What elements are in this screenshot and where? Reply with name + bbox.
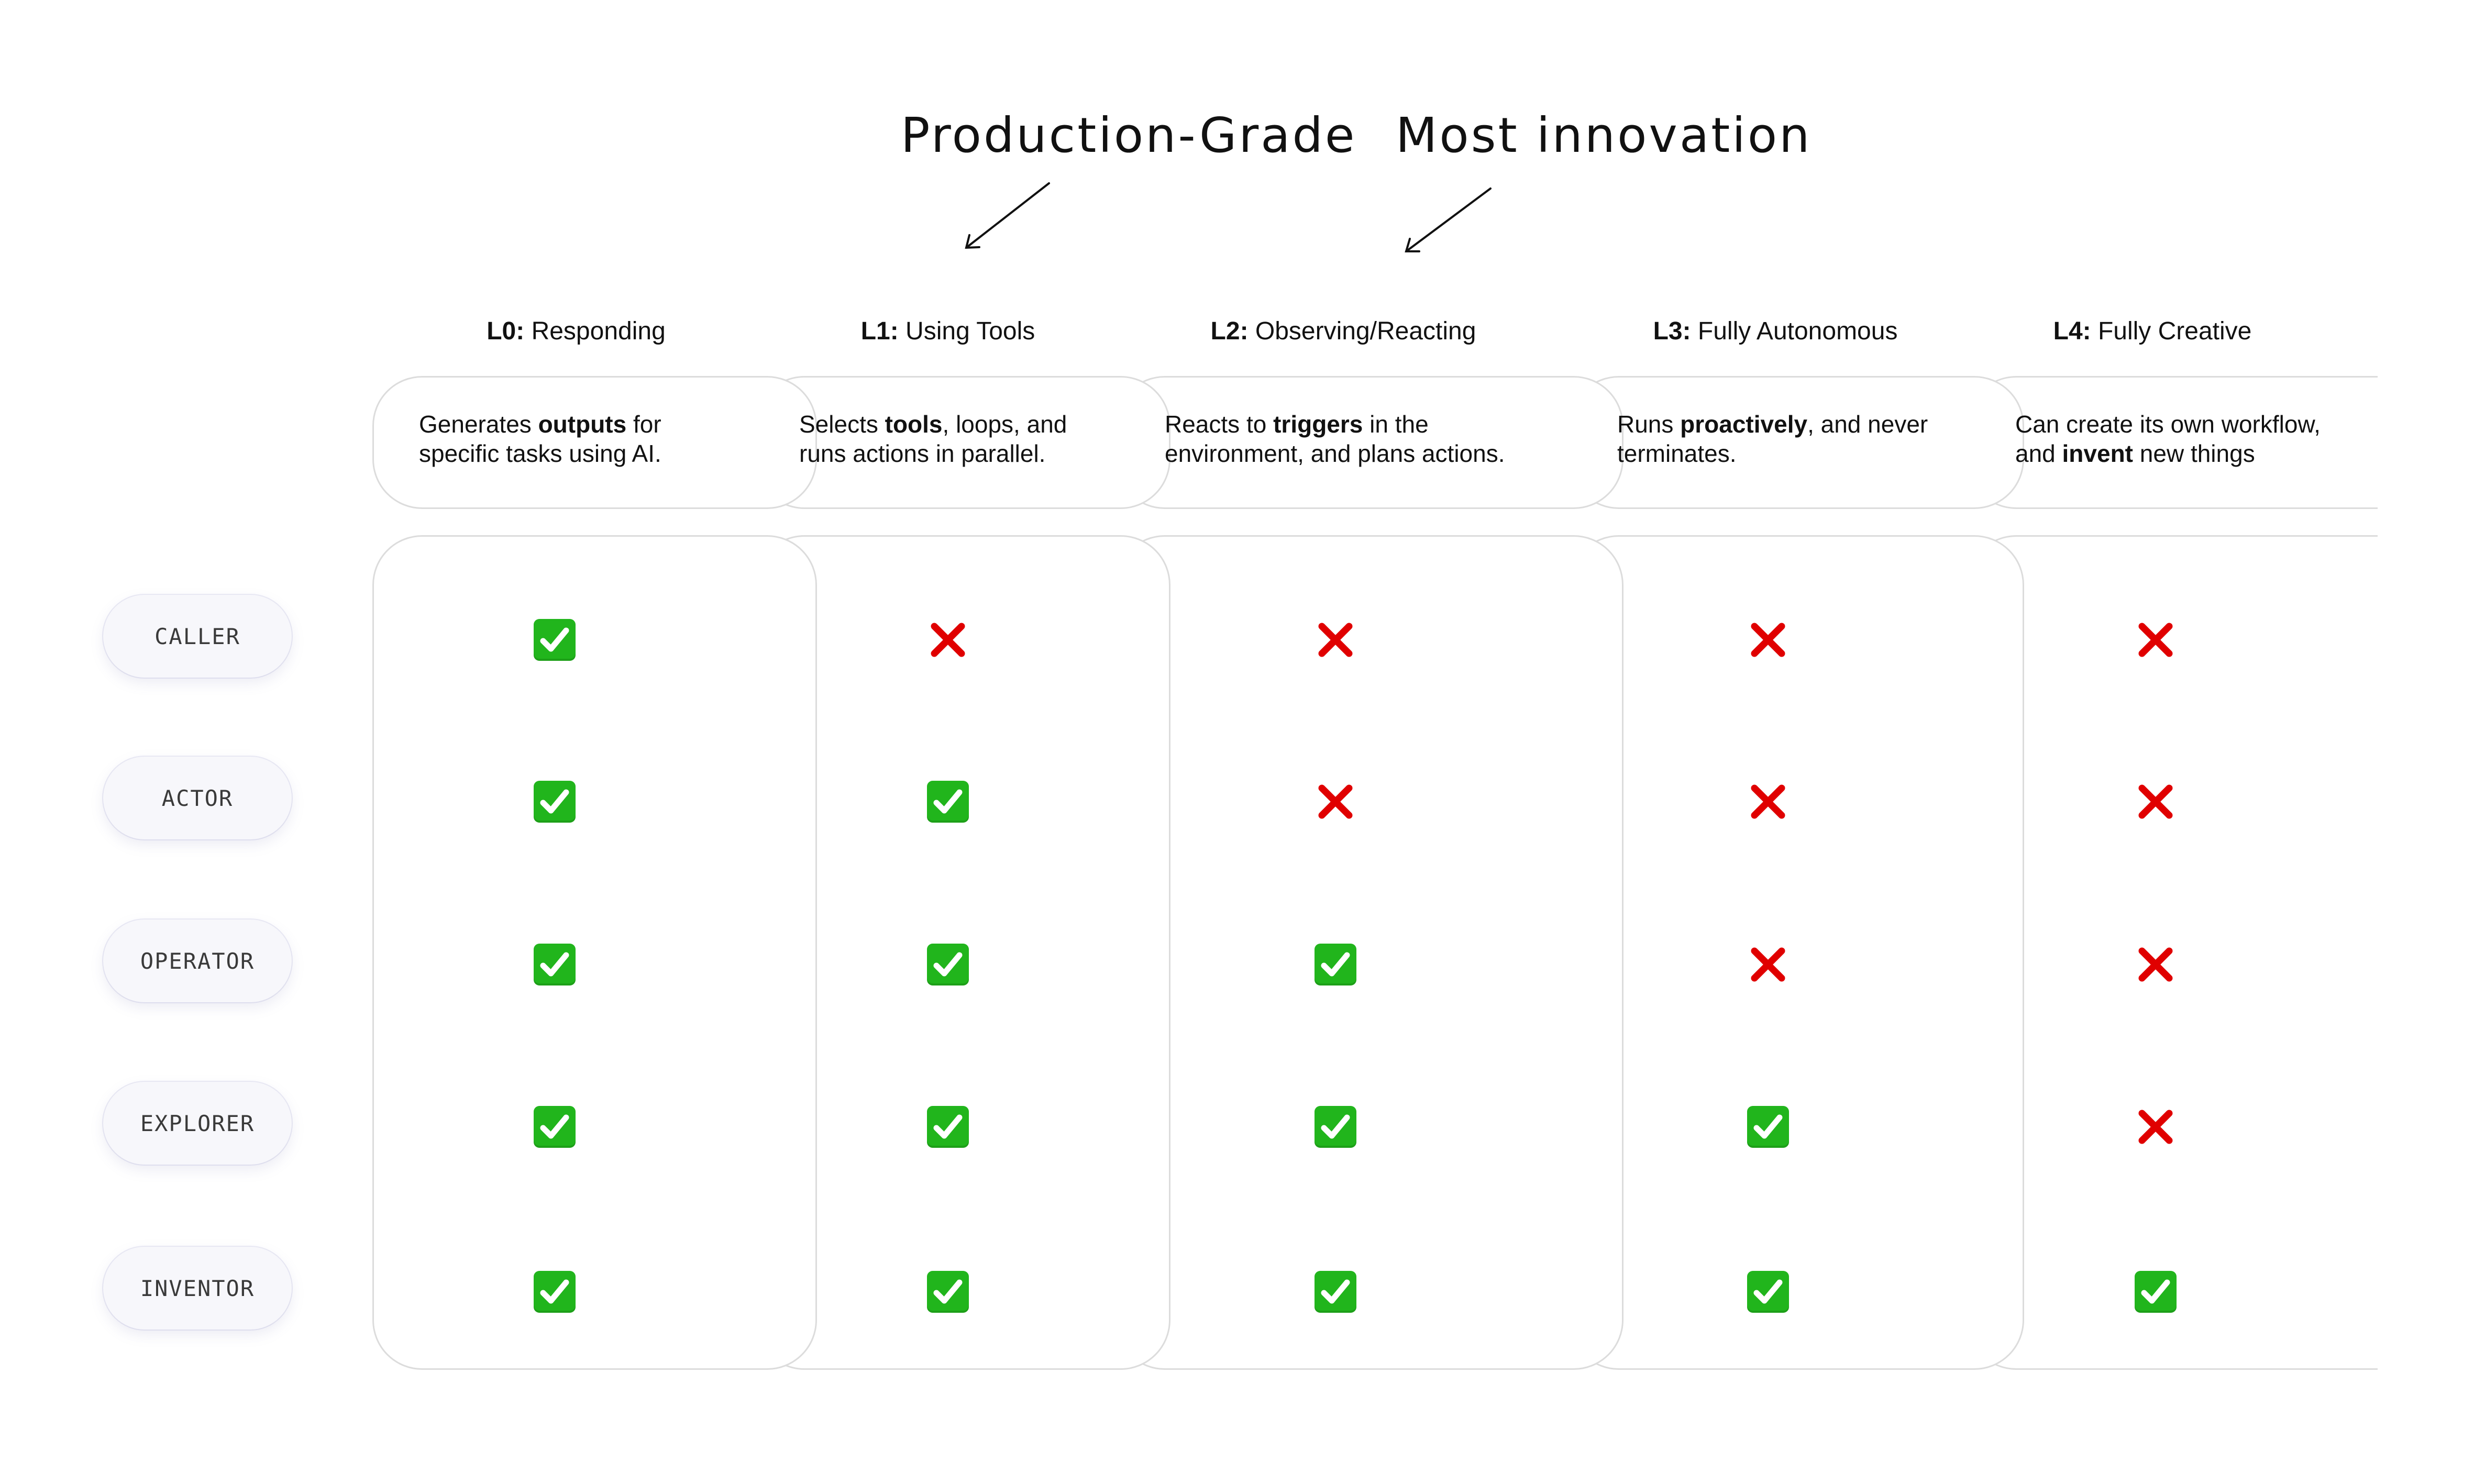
cross-mark-icon [2135, 944, 2177, 985]
description-text: new things [2133, 440, 2255, 467]
level-name: Responding [524, 317, 666, 345]
level-description: Selects tools, loops, and runs actions in… [799, 409, 1067, 468]
level-description: Can create its own workflow, and invent n… [2015, 409, 2321, 468]
level-column-card [372, 535, 817, 1370]
level-column-card [1115, 535, 1623, 1370]
description-keyword: outputs [538, 411, 627, 438]
role-actor-pill: ACTOR [103, 757, 292, 839]
check-mark-icon [1747, 1106, 1789, 1148]
arrow-production-grade-icon [965, 182, 1050, 249]
role-caller-pill: CALLER [103, 595, 292, 678]
check-mark-icon [927, 1106, 969, 1148]
role-operator-pill: OPERATOR [103, 920, 292, 1002]
level-code: L4: [2053, 317, 2091, 345]
cross-mark-icon [1747, 619, 1789, 661]
cross-mark-icon [1315, 619, 1356, 661]
arrow-most-innovation-icon [1405, 187, 1492, 252]
level-description-line: environment, and plans actions. [1165, 439, 1505, 468]
check-mark-icon [534, 1271, 576, 1313]
level-code: L3: [1653, 317, 1691, 345]
description-text: specific tasks using AI. [419, 440, 661, 467]
description-text: runs actions in parallel. [799, 440, 1046, 467]
level-header: L4: Fully Creative [1959, 317, 2346, 346]
cross-mark-icon [2135, 781, 2177, 823]
level-header: L1: Using Tools [754, 317, 1142, 346]
check-mark-icon [927, 944, 969, 985]
level-description-line: terminates. [1617, 439, 1928, 468]
cross-mark-icon [1315, 781, 1356, 823]
description-text: , loops, and [942, 411, 1067, 438]
level-description-line: and invent new things [2015, 439, 2321, 468]
check-mark-icon [1315, 944, 1356, 985]
level-description-line: Reacts to triggers in the [1165, 409, 1505, 439]
description-text: , and never [1807, 411, 1928, 438]
description-keyword: triggers [1273, 411, 1363, 438]
description-keyword: proactively [1680, 411, 1808, 438]
cross-mark-icon [2135, 1106, 2177, 1148]
level-header: L3: Fully Autonomous [1582, 317, 1969, 346]
description-text: terminates. [1617, 440, 1737, 467]
description-text: in the [1363, 411, 1429, 438]
level-code: L2: [1210, 317, 1249, 345]
cross-mark-icon [927, 619, 969, 661]
check-mark-icon [534, 619, 576, 661]
annotation-most-innovation: Most innovation [1396, 107, 1812, 163]
description-text: Selects [799, 411, 885, 438]
level-description: Runs proactively, and never terminates. [1617, 409, 1928, 468]
cross-mark-icon [1747, 781, 1789, 823]
check-mark-icon [534, 944, 576, 985]
level-description-line: specific tasks using AI. [419, 439, 661, 468]
description-text: Generates [419, 411, 538, 438]
check-mark-icon [534, 1106, 576, 1148]
description-text: Reacts to [1165, 411, 1274, 438]
description-keyword: tools [885, 411, 943, 438]
level-code: L1: [860, 317, 899, 345]
role-inventor-pill: INVENTOR [103, 1247, 292, 1330]
level-description-line: Can create its own workflow, [2015, 409, 2321, 439]
check-mark-icon [927, 781, 969, 823]
annotation-production-grade: Production-Grade [901, 107, 1357, 163]
description-text: environment, and plans actions. [1165, 440, 1505, 467]
level-description-line: runs actions in parallel. [799, 439, 1067, 468]
level-header: L2: Observing/Reacting [1150, 317, 1537, 346]
description-keyword: invent [2062, 440, 2133, 467]
level-description-card [1967, 376, 2378, 509]
level-description-card [755, 376, 1170, 509]
level-header: L0: Responding [382, 317, 770, 346]
check-mark-icon [1747, 1271, 1789, 1313]
level-column-card [1569, 535, 2024, 1370]
level-description-card [1569, 376, 2024, 509]
level-description-card [1115, 376, 1623, 509]
level-description-line: Selects tools, loops, and [799, 409, 1067, 439]
description-text: for [626, 411, 661, 438]
check-mark-icon [2135, 1271, 2177, 1313]
level-name: Fully Creative [2091, 317, 2252, 345]
check-mark-icon [534, 781, 576, 823]
level-description-card [372, 376, 817, 509]
level-description-line: Generates outputs for [419, 409, 661, 439]
description-text: and [2015, 440, 2062, 467]
level-description: Reacts to triggers in the environment, an… [1165, 409, 1505, 468]
level-code: L0: [487, 317, 525, 345]
level-name: Observing/Reacting [1248, 317, 1476, 345]
level-description-line: Runs proactively, and never [1617, 409, 1928, 439]
level-description: Generates outputs for specific tasks usin… [419, 409, 661, 468]
description-text: Runs [1617, 411, 1681, 438]
cross-mark-icon [2135, 619, 2177, 661]
cross-mark-icon [1747, 944, 1789, 985]
check-mark-icon [1315, 1271, 1356, 1313]
level-name: Fully Autonomous [1691, 317, 1898, 345]
role-explorer-pill: EXPLORER [103, 1082, 292, 1165]
description-text: Can create its own workflow, [2015, 411, 2321, 438]
level-name: Using Tools [898, 317, 1035, 345]
check-mark-icon [927, 1271, 969, 1313]
check-mark-icon [1315, 1106, 1356, 1148]
